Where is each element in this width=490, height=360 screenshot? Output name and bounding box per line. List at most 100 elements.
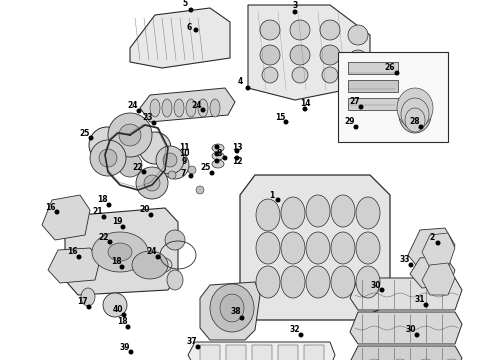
Ellipse shape <box>108 113 152 157</box>
Ellipse shape <box>212 144 224 152</box>
Ellipse shape <box>125 324 130 329</box>
Text: 16: 16 <box>45 202 55 211</box>
Text: 5: 5 <box>182 0 188 9</box>
Ellipse shape <box>415 333 419 338</box>
Text: 29: 29 <box>345 117 355 126</box>
Ellipse shape <box>116 116 144 144</box>
Ellipse shape <box>136 167 168 199</box>
Ellipse shape <box>103 293 127 317</box>
Text: 9: 9 <box>181 157 187 166</box>
Text: 24: 24 <box>192 100 202 109</box>
Ellipse shape <box>240 315 245 320</box>
Ellipse shape <box>379 288 385 292</box>
Ellipse shape <box>356 266 380 298</box>
Ellipse shape <box>189 174 194 179</box>
Ellipse shape <box>320 20 340 40</box>
Ellipse shape <box>331 266 355 298</box>
Ellipse shape <box>235 156 240 161</box>
Polygon shape <box>65 208 178 295</box>
Ellipse shape <box>108 243 132 261</box>
Polygon shape <box>350 278 462 310</box>
Text: 28: 28 <box>410 117 420 126</box>
Ellipse shape <box>118 153 142 177</box>
Polygon shape <box>188 342 335 360</box>
Ellipse shape <box>210 99 220 117</box>
Ellipse shape <box>418 125 423 130</box>
Ellipse shape <box>292 67 308 83</box>
Ellipse shape <box>356 232 380 264</box>
Bar <box>304 345 324 360</box>
Ellipse shape <box>405 108 425 132</box>
Text: 22: 22 <box>99 233 109 242</box>
Text: 27: 27 <box>350 98 360 107</box>
Bar <box>226 345 246 360</box>
Text: 17: 17 <box>77 297 87 306</box>
Ellipse shape <box>189 8 194 13</box>
Text: 4: 4 <box>237 77 243 86</box>
Text: 24: 24 <box>128 102 138 111</box>
Text: 39: 39 <box>120 342 130 351</box>
Bar <box>278 345 298 360</box>
Ellipse shape <box>89 127 125 163</box>
Ellipse shape <box>161 151 189 179</box>
Text: 7: 7 <box>180 168 186 177</box>
Ellipse shape <box>353 125 359 130</box>
Ellipse shape <box>200 108 205 112</box>
Ellipse shape <box>290 20 310 40</box>
Text: 25: 25 <box>80 129 90 138</box>
Polygon shape <box>240 175 390 320</box>
Ellipse shape <box>394 71 399 76</box>
Ellipse shape <box>262 67 278 83</box>
Text: 23: 23 <box>143 113 153 122</box>
Polygon shape <box>422 233 455 268</box>
Polygon shape <box>42 195 90 240</box>
Text: 6: 6 <box>186 23 192 32</box>
Ellipse shape <box>210 171 215 175</box>
Ellipse shape <box>256 266 280 298</box>
Text: 32: 32 <box>290 325 300 334</box>
Bar <box>338 52 448 142</box>
Ellipse shape <box>293 9 297 14</box>
Text: 37: 37 <box>187 338 197 346</box>
Ellipse shape <box>401 98 429 130</box>
Text: 21: 21 <box>93 207 103 216</box>
Text: 3: 3 <box>293 1 297 10</box>
Polygon shape <box>408 228 455 270</box>
Ellipse shape <box>101 215 106 220</box>
Ellipse shape <box>151 121 156 126</box>
Polygon shape <box>350 346 462 360</box>
Ellipse shape <box>90 140 126 176</box>
Text: 11: 11 <box>179 143 189 152</box>
Ellipse shape <box>356 197 380 229</box>
Text: 2: 2 <box>429 233 435 242</box>
Ellipse shape <box>290 45 310 65</box>
Ellipse shape <box>139 132 171 164</box>
Ellipse shape <box>188 166 196 174</box>
Ellipse shape <box>306 266 330 298</box>
Ellipse shape <box>106 202 112 207</box>
Ellipse shape <box>137 108 142 113</box>
Ellipse shape <box>196 186 204 194</box>
Ellipse shape <box>436 240 441 246</box>
Ellipse shape <box>167 270 183 290</box>
Polygon shape <box>130 8 230 68</box>
Ellipse shape <box>196 345 200 350</box>
Ellipse shape <box>107 239 113 244</box>
Ellipse shape <box>348 50 368 70</box>
Bar <box>200 345 220 360</box>
Ellipse shape <box>260 20 280 40</box>
Bar <box>252 345 272 360</box>
Ellipse shape <box>54 210 59 215</box>
Polygon shape <box>410 256 455 288</box>
Ellipse shape <box>331 195 355 227</box>
Ellipse shape <box>423 302 428 307</box>
Ellipse shape <box>306 232 330 264</box>
Polygon shape <box>200 282 260 340</box>
Ellipse shape <box>194 27 198 32</box>
Ellipse shape <box>281 232 305 264</box>
Text: 18: 18 <box>111 257 122 266</box>
Text: 22: 22 <box>133 162 143 171</box>
Bar <box>348 80 398 92</box>
Ellipse shape <box>156 146 184 174</box>
Ellipse shape <box>99 149 117 167</box>
